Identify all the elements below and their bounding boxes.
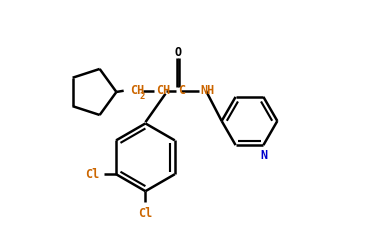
Text: NH: NH bbox=[200, 84, 214, 97]
Text: Cl: Cl bbox=[138, 207, 153, 220]
Text: CH: CH bbox=[156, 84, 170, 97]
Text: O: O bbox=[175, 45, 182, 59]
Text: N: N bbox=[260, 150, 268, 162]
Text: C: C bbox=[178, 84, 185, 97]
Text: CH: CH bbox=[130, 84, 144, 97]
Text: 2: 2 bbox=[139, 91, 145, 101]
Text: Cl: Cl bbox=[85, 168, 99, 181]
